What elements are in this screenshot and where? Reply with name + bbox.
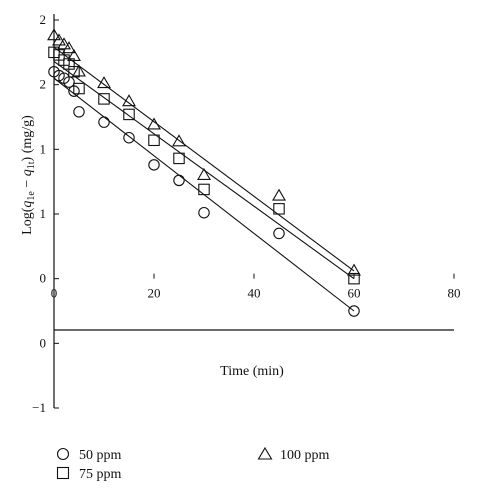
point-circle [348,305,360,317]
legend-triangle-marker [257,446,273,460]
x-tick-label: 40 [248,286,261,301]
data-points [47,28,361,317]
x-axis-title: Time (min) [220,364,284,379]
point-triangle [57,37,71,50]
point-triangle [172,134,186,147]
x-ticks: 0 20 40 60 80 [51,273,461,301]
point-triangle [97,76,111,89]
point-triangle [122,94,136,107]
point-square [123,108,135,121]
legend-square-marker [56,466,70,480]
point-circle [98,116,110,128]
y-axis-title: Log(q1e − q1t) (mg/g) [20,115,37,235]
point-square [198,183,210,196]
y-tick-label: 0 [40,271,47,286]
point-square [348,272,360,285]
point-square [148,134,160,147]
legend-item-75ppm: 75 ppm [56,466,122,482]
x-tick-label: 0 [51,286,58,301]
point-triangle [52,33,66,46]
point-circle [173,174,185,187]
point-square [173,152,185,165]
point-square [98,93,110,105]
point-square [273,203,285,215]
y-tick-label: 1 [40,141,47,156]
point-circle [73,106,85,118]
point-square [73,82,85,95]
point-triangle [147,117,161,130]
legend-label-75ppm: 75 ppm [79,467,122,482]
point-triangle [272,188,286,201]
legend-item-100ppm: 100 ppm [257,446,330,463]
x-tick-label: 20 [148,286,161,301]
axes [53,14,454,408]
legend: 50 ppm 75 ppm 100 ppm [56,446,330,482]
point-triangle [47,28,61,41]
x-tick-label: 80 [448,286,461,301]
y-tick-label: 1 [40,206,47,221]
fit-line-triangle [53,46,355,272]
point-circle [148,159,160,171]
legend-circle-marker [56,447,70,461]
point-triangle [72,64,86,77]
legend-label-50ppm: 50 ppm [79,448,122,463]
point-triangle [62,41,76,54]
y-tick-label: 2 [40,77,47,92]
point-circle [123,131,135,144]
y-tick-label: 0 [40,335,47,350]
legend-label-100ppm: 100 ppm [280,448,330,463]
y-tick-label: −1 [32,400,46,415]
x-tick-label: 60 [348,286,361,301]
point-triangle [347,263,361,276]
point-circle [198,206,210,219]
point-circle [273,227,285,240]
y-tick-label: 2 [40,12,47,27]
point-square [68,65,80,78]
point-triangle [197,167,211,180]
legend-item-50ppm: 50 ppm [56,447,122,463]
point-triangle [67,48,81,61]
